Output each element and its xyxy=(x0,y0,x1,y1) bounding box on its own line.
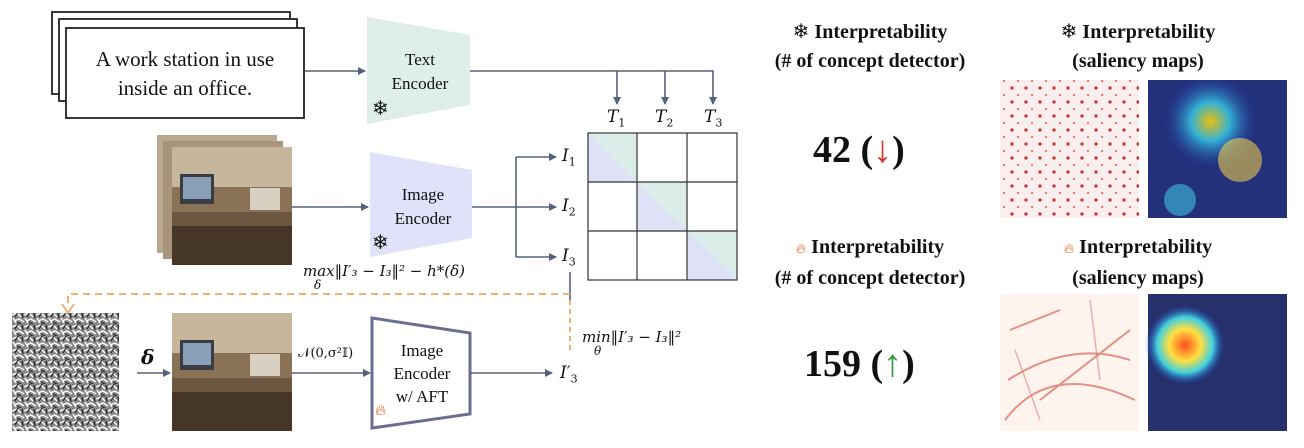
image-encoder-line-1: Image xyxy=(401,185,445,204)
delta-label: δ xyxy=(141,345,155,369)
frozen-count-title-line-2: (# of concept detector) xyxy=(774,50,966,72)
frozen-saliency-title-line-1: ❄ Interpretability xyxy=(1060,21,1216,43)
frozen-saliency-title: ❄ Interpretability (saliency maps) xyxy=(1010,18,1266,76)
snowflake-icon: ❄ xyxy=(372,98,389,120)
max-objective: max‖I′₃ − I₃‖² − h*(δ) xyxy=(303,262,466,280)
flame-icon: 🔥︎ xyxy=(1063,242,1075,257)
text-feature-arrow xyxy=(470,70,717,105)
noise-perturbation-image xyxy=(12,313,119,431)
aft-encoder-line-1: Image xyxy=(400,341,444,360)
aft-saliency-title-line-2: (saliency maps) xyxy=(1072,267,1204,289)
matrix-label-t2: T2 xyxy=(655,107,674,130)
matrix-label-i2: I2 xyxy=(562,196,576,219)
matrix-label-i3: I3 xyxy=(562,246,576,269)
image-encoder-line-2: Encoder xyxy=(394,209,452,228)
aft-concept-map xyxy=(1000,294,1139,431)
similarity-matrix xyxy=(587,132,738,281)
aft-encoder-line-2: Encoder xyxy=(393,364,451,383)
caption-line-2: inside an office. xyxy=(117,76,253,100)
aft-value: 159 xyxy=(804,343,861,385)
snowflake-icon: ❄ xyxy=(792,21,810,43)
aft-count-title-line-1: 🔥︎ Interpretability xyxy=(795,236,945,258)
text-encoder-block xyxy=(367,17,470,124)
dashed-feedback-arrow xyxy=(67,293,570,306)
frozen-value: 42 xyxy=(813,129,851,171)
aft-saliency-title: 🔥︎ Interpretability (saliency maps) xyxy=(1010,233,1266,293)
text-encoder-line-2: Encoder xyxy=(391,74,449,93)
noise-distribution: 𝒩(0,σ²𝕀) xyxy=(298,346,354,361)
aft-detector-count: 159 (↑) xyxy=(804,343,915,385)
aft-encoder-block xyxy=(370,316,472,430)
snowflake-icon: ❄ xyxy=(372,232,389,254)
office-photo xyxy=(172,147,292,265)
flame-icon: 🔥︎ xyxy=(795,242,807,257)
min-subscript: θ xyxy=(594,344,602,358)
text-encoder-label: Text Encoder xyxy=(375,48,465,96)
max-subscript: δ xyxy=(314,278,322,292)
frozen-detector-count: 42 (↓) xyxy=(813,129,905,171)
matrix-label-t3: T3 xyxy=(704,107,723,130)
aft-saliency-title-line-1: 🔥︎ Interpretability xyxy=(1063,236,1213,258)
adv-feature-label: I′3 xyxy=(560,363,578,386)
image-encoder-block xyxy=(370,152,472,257)
aft-count-title-line-2: (# of concept detector) xyxy=(774,267,966,289)
image-encoder-label: Image Encoder xyxy=(378,183,468,231)
aft-saliency-map xyxy=(1145,294,1287,431)
frozen-count-title: ❄ Interpretability (# of concept detecto… xyxy=(745,18,995,76)
text-encoder-line-1: Text xyxy=(405,50,435,69)
frozen-saliency-map xyxy=(1148,80,1287,218)
frozen-concept-map xyxy=(1000,80,1139,218)
caption-line-1: A work station in use xyxy=(95,47,275,71)
caption-card-stack xyxy=(51,11,305,119)
aft-encoder-label: Image Encoder w/ AFT xyxy=(378,339,466,408)
frozen-count-title-line-1: ❄ Interpretability xyxy=(792,21,948,43)
caption-text: A work station in use inside an office. xyxy=(66,45,304,103)
adversarial-office-photo xyxy=(172,313,292,431)
matrix-label-i1: I1 xyxy=(562,146,576,169)
up-arrow-icon: ↑ xyxy=(883,343,903,385)
flame-icon: 🔥︎ xyxy=(375,403,387,419)
aft-count-title: 🔥︎ Interpretability (# of concept detect… xyxy=(745,233,995,293)
matrix-label-t1: T1 xyxy=(607,107,626,130)
snowflake-icon: ❄ xyxy=(1060,21,1078,43)
aft-encoder-line-3: w/ AFT xyxy=(395,387,449,406)
min-objective: min‖I′₃ − I₃‖² xyxy=(582,328,682,346)
down-arrow-icon: ↓ xyxy=(873,129,893,171)
caption-card xyxy=(65,27,305,119)
frozen-saliency-title-line-2: (saliency maps) xyxy=(1072,50,1204,72)
